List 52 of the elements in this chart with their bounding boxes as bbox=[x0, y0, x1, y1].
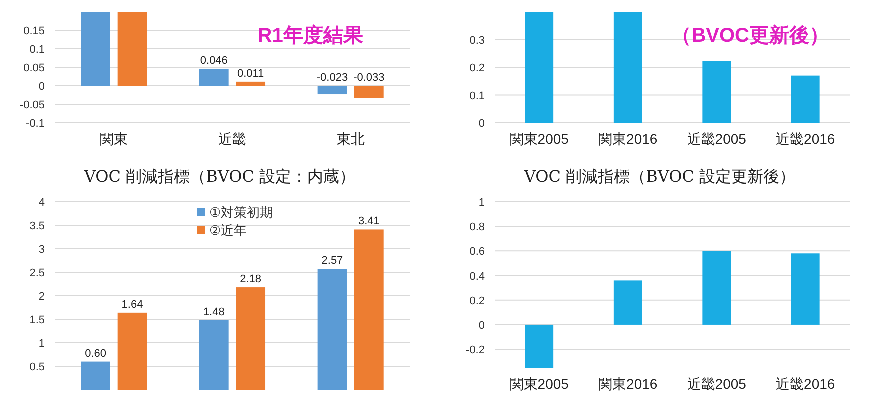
annotation: R1年度結果 bbox=[258, 24, 364, 47]
legend-label: ②近年 bbox=[210, 223, 248, 238]
y-tick-label: 1.5 bbox=[30, 314, 45, 326]
y-tick-label: 0.2 bbox=[470, 62, 485, 74]
x-tick-label: 関東2005 bbox=[510, 376, 570, 392]
x-tick-label: 関東 bbox=[100, 131, 128, 147]
annotation: （BVOC更新後） bbox=[672, 24, 830, 47]
y-tick-label: 0.1 bbox=[30, 44, 45, 56]
chart-title: VOC 削減指標（BVOC 設定更新後） bbox=[523, 167, 796, 186]
y-tick-label: 0.3 bbox=[470, 34, 485, 47]
y-tick-label: 0.2 bbox=[470, 295, 485, 308]
y-tick-label: 0 bbox=[478, 320, 485, 332]
y-tick-label: 3 bbox=[38, 244, 45, 256]
x-tick-label: 近畿 bbox=[218, 131, 246, 147]
y-tick-label: 1 bbox=[478, 197, 485, 209]
data-label: 1.64 bbox=[122, 298, 144, 311]
y-tick-label: 0 bbox=[38, 81, 45, 93]
data-label: 0.60 bbox=[85, 348, 107, 360]
x-tick-label: 東北 bbox=[336, 131, 365, 147]
x-tick-label: 関東2016 bbox=[598, 376, 658, 392]
x-tick-label: 関東2016 bbox=[598, 131, 658, 147]
y-tick-label: -0.1 bbox=[26, 118, 45, 130]
x-tick-label: 近畿2016 bbox=[776, 131, 836, 147]
y-tick-label: 0.6 bbox=[470, 246, 485, 258]
data-label: 0.046 bbox=[200, 54, 228, 67]
x-tick-label: 関東2005 bbox=[510, 131, 570, 147]
y-tick-label: 2 bbox=[38, 291, 45, 303]
x-tick-label: 近畿2005 bbox=[687, 376, 747, 392]
data-label: 2.57 bbox=[322, 255, 344, 268]
data-label: 1.48 bbox=[203, 306, 225, 318]
y-tick-label: 0.8 bbox=[470, 222, 485, 234]
x-tick-label: 近畿2016 bbox=[776, 376, 836, 392]
y-tick-label: 4 bbox=[38, 197, 45, 209]
y-tick-label: -0.2 bbox=[466, 344, 485, 357]
chart-title: VOC 削減指標（BVOC 設定：内蔵） bbox=[83, 167, 356, 186]
y-tick-label: -0.05 bbox=[20, 100, 45, 112]
y-tick-label: 3.5 bbox=[30, 220, 45, 232]
y-tick-label: 0.15 bbox=[24, 26, 45, 38]
y-tick-label: 2.5 bbox=[30, 268, 45, 280]
y-tick-label: 0.05 bbox=[24, 62, 45, 74]
data-label: 2.18 bbox=[240, 274, 262, 286]
legend-label: ①対策初期 bbox=[210, 205, 274, 220]
y-tick-label: 1 bbox=[38, 338, 45, 350]
data-label: 0.011 bbox=[237, 68, 264, 80]
y-tick-label: 0 bbox=[478, 118, 485, 130]
data-label: 3.41 bbox=[358, 216, 380, 228]
y-tick-label: 0.4 bbox=[470, 270, 485, 283]
data-label: -0.033 bbox=[354, 72, 385, 84]
y-tick-label: 0.1 bbox=[470, 90, 485, 102]
y-tick-label: 0.5 bbox=[30, 362, 45, 374]
data-label: -0.023 bbox=[316, 72, 348, 84]
x-tick-label: 近畿2005 bbox=[687, 131, 747, 147]
